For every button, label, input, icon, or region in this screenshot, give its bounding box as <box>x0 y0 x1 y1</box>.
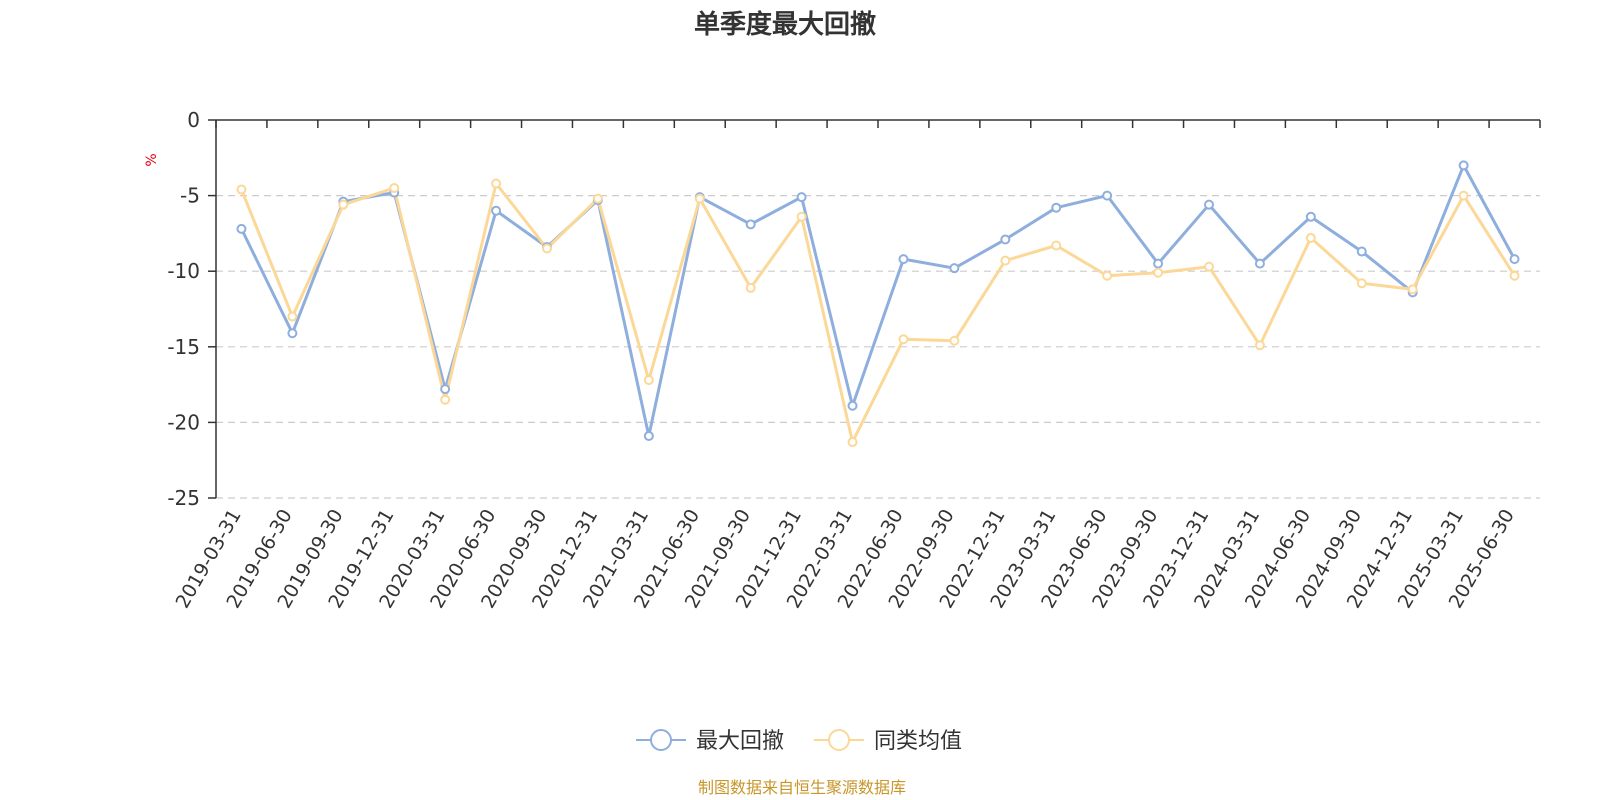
data-point-series-1[interactable] <box>1356 246 1367 257</box>
data-point-series-1[interactable] <box>949 263 960 274</box>
data-point-series-2[interactable] <box>1509 270 1520 281</box>
data-point-series-2[interactable] <box>643 375 654 386</box>
data-point-series-2[interactable] <box>287 311 298 322</box>
legend-item-series-2[interactable]: 同类均值 <box>814 729 962 754</box>
y-tick-label: -25 <box>167 486 200 510</box>
data-point-series-1[interactable] <box>643 431 654 442</box>
y-tick-label: -20 <box>167 410 200 434</box>
source-note: 制图数据来自恒生聚源数据库 <box>698 778 906 797</box>
series-line-1 <box>240 163 1516 438</box>
data-point-series-1[interactable] <box>491 205 502 216</box>
data-point-series-2[interactable] <box>440 394 451 405</box>
y-tick-label: -5 <box>180 184 200 208</box>
data-point-series-2[interactable] <box>745 282 756 293</box>
data-point-series-1[interactable] <box>1458 160 1469 171</box>
data-point-series-2[interactable] <box>236 184 247 195</box>
legend-label-series-2: 同类均值 <box>874 729 962 754</box>
legend[interactable]: 最大回撤 同类均值 <box>636 729 962 754</box>
data-point-series-2[interactable] <box>338 199 349 210</box>
legend-label-series-1: 最大回撤 <box>696 729 784 754</box>
data-point-series-1[interactable] <box>287 328 298 339</box>
data-point-series-1[interactable] <box>745 219 756 230</box>
y-tick-label: -10 <box>167 259 200 283</box>
series-lines <box>236 160 1520 448</box>
data-point-series-2[interactable] <box>898 334 909 345</box>
data-point-series-1[interactable] <box>236 223 247 234</box>
data-point-series-2[interactable] <box>1356 278 1367 289</box>
data-point-series-2[interactable] <box>847 437 858 448</box>
axes: 0-5-10-15-20-252019-03-312019-06-302019-… <box>167 108 1541 612</box>
data-point-series-2[interactable] <box>542 243 552 254</box>
data-point-series-1[interactable] <box>440 384 451 395</box>
data-point-series-1[interactable] <box>1102 190 1113 201</box>
data-point-series-2[interactable] <box>1051 240 1062 251</box>
data-point-series-1[interactable] <box>1000 234 1011 245</box>
legend-marker-series-2 <box>828 729 850 751</box>
data-point-series-2[interactable] <box>1254 340 1265 351</box>
data-point-series-1[interactable] <box>1509 254 1520 265</box>
data-point-series-2[interactable] <box>1407 284 1418 295</box>
y-tick-label: 0 <box>187 108 200 132</box>
grid-lines <box>216 195 1540 499</box>
data-point-series-2[interactable] <box>796 211 807 222</box>
data-point-series-1[interactable] <box>847 400 858 411</box>
data-point-series-2[interactable] <box>491 178 502 189</box>
data-point-series-2[interactable] <box>1305 232 1316 243</box>
legend-item-series-1[interactable]: 最大回撤 <box>636 729 784 754</box>
legend-marker-series-1 <box>650 729 672 751</box>
data-point-series-2[interactable] <box>1102 270 1113 281</box>
data-point-series-2[interactable] <box>949 335 960 346</box>
data-point-series-2[interactable] <box>694 193 705 204</box>
data-point-series-1[interactable] <box>796 192 807 203</box>
data-point-series-2[interactable] <box>592 193 603 204</box>
data-point-series-2[interactable] <box>1204 261 1214 272</box>
data-point-series-1[interactable] <box>1051 202 1062 213</box>
chart-title: 单季度最大回撤 <box>694 9 876 40</box>
data-point-series-1[interactable] <box>1153 258 1164 269</box>
data-point-series-2[interactable] <box>389 183 400 194</box>
data-point-series-2[interactable] <box>1153 267 1164 278</box>
y-tick-label: -15 <box>167 335 200 359</box>
y-axis-unit: % <box>144 153 160 166</box>
series-line-2 <box>240 182 1516 444</box>
data-point-series-2[interactable] <box>1000 255 1011 266</box>
data-point-series-1[interactable] <box>1254 258 1265 269</box>
data-point-series-2[interactable] <box>1458 190 1469 201</box>
data-point-series-1[interactable] <box>898 254 909 265</box>
data-point-series-1[interactable] <box>1305 211 1316 222</box>
data-point-series-1[interactable] <box>1204 199 1214 210</box>
